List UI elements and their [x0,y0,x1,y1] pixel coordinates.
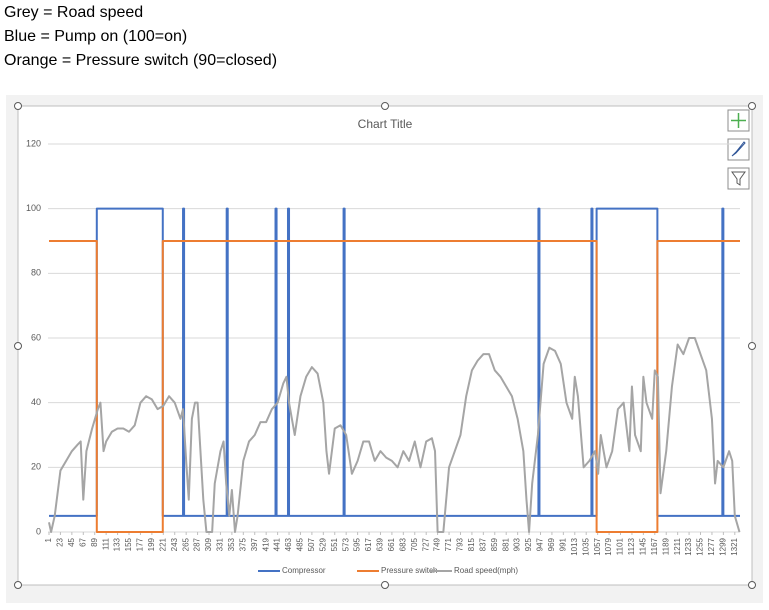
x-tick-label: 969 [547,537,556,551]
x-tick-label: 1211 [673,537,682,555]
x-tick-label: 1145 [638,537,647,555]
chart-elements-button[interactable] [727,109,750,132]
x-tick-label: 837 [478,537,487,551]
x-tick-label: 1079 [604,537,613,555]
legend-label: Compressor [282,566,326,575]
x-tick-label: 727 [421,537,430,551]
y-tick-label: 100 [26,203,41,213]
x-tick-label: 199 [147,537,156,551]
x-tick-label: 397 [250,537,259,551]
x-tick-label: 287 [193,537,202,551]
chart-filters-button[interactable] [727,167,750,190]
x-tick-label: 23 [56,537,65,546]
x-tick-label: 1 [44,537,53,542]
x-tick-label: 815 [467,537,476,551]
x-tick-label: 1277 [707,537,716,555]
y-tick-label: 40 [31,397,41,407]
x-tick-label: 991 [558,537,567,551]
x-tick-label: 1013 [570,537,579,555]
x-tick-label: 133 [113,537,122,551]
x-tick-label: 1189 [661,537,670,555]
legend-label: Pressure switch [381,566,437,575]
resize-handles [14,102,756,589]
x-tick-label: 771 [444,537,453,551]
x-tick-label: 221 [158,537,167,551]
x-tick-label: 485 [296,537,305,551]
x-tick-label: 243 [170,537,179,551]
x-tick-label: 111 [101,537,110,550]
x-tick-label: 573 [341,537,350,551]
x-tick-label: 1035 [581,537,590,555]
chart-styles-button[interactable] [727,138,750,161]
x-tick-label: 67 [78,537,87,546]
x-tick-label: 463 [284,537,293,551]
x-tick-label: 89 [90,537,99,546]
header-line: Orange = Pressure switch (90=closed) [4,52,277,69]
x-tick-label: 375 [238,537,247,551]
chart-frame[interactable] [17,105,753,586]
chart-title: Chart Title [358,117,413,131]
x-tick-label: 353 [227,537,236,551]
x-tick-label: 155 [124,537,133,551]
y-tick-label: 120 [26,138,41,148]
header-line: Grey = Road speed [4,4,143,21]
header-line: Blue = Pump on (100=on) [4,28,187,45]
x-tick-label: 1057 [593,537,602,555]
x-tick-label: 661 [387,537,396,551]
y-tick-label: 20 [31,462,41,472]
x-tick-label: 595 [353,537,362,551]
x-tick-label: 441 [273,537,282,551]
x-tick-label: 1255 [696,537,705,555]
series-line [48,337,741,533]
x-tick-label: 1101 [616,537,625,555]
x-tick-label: 529 [318,537,327,551]
x-tick-label: 309 [204,537,213,551]
x-tick-label: 1233 [684,537,693,555]
x-tick-label: 683 [398,537,407,551]
y-tick-label: 60 [31,332,41,342]
x-tick-label: 419 [261,537,270,551]
x-tick-label: 793 [456,537,465,551]
x-tick-label: 265 [181,537,190,551]
x-tick-label: 551 [330,537,339,551]
x-tick-label: 45 [67,537,76,546]
legend-label: Road speed(mph) [454,566,518,575]
x-tick-label: 639 [376,537,385,551]
y-tick-label: 0 [36,526,41,536]
x-tick-label: 1299 [718,537,727,555]
series-line [49,207,740,517]
x-tick-label: 947 [536,537,545,551]
x-tick-label: 705 [410,537,419,551]
x-tick-label: 925 [524,537,533,551]
x-tick-label: 331 [216,537,225,551]
x-tick-label: 1167 [650,537,659,555]
x-tick-label: 507 [307,537,316,551]
x-tick-label: 1321 [730,537,739,555]
x-tick-label: 749 [433,537,442,551]
x-tick-label: 903 [513,537,522,551]
y-tick-label: 80 [31,268,41,278]
x-tick-label: 177 [136,537,145,551]
x-tick-label: 881 [501,537,510,551]
x-tick-label: 617 [364,537,373,551]
x-tick-label: 859 [490,537,499,551]
x-tick-label: 1123 [627,537,636,555]
